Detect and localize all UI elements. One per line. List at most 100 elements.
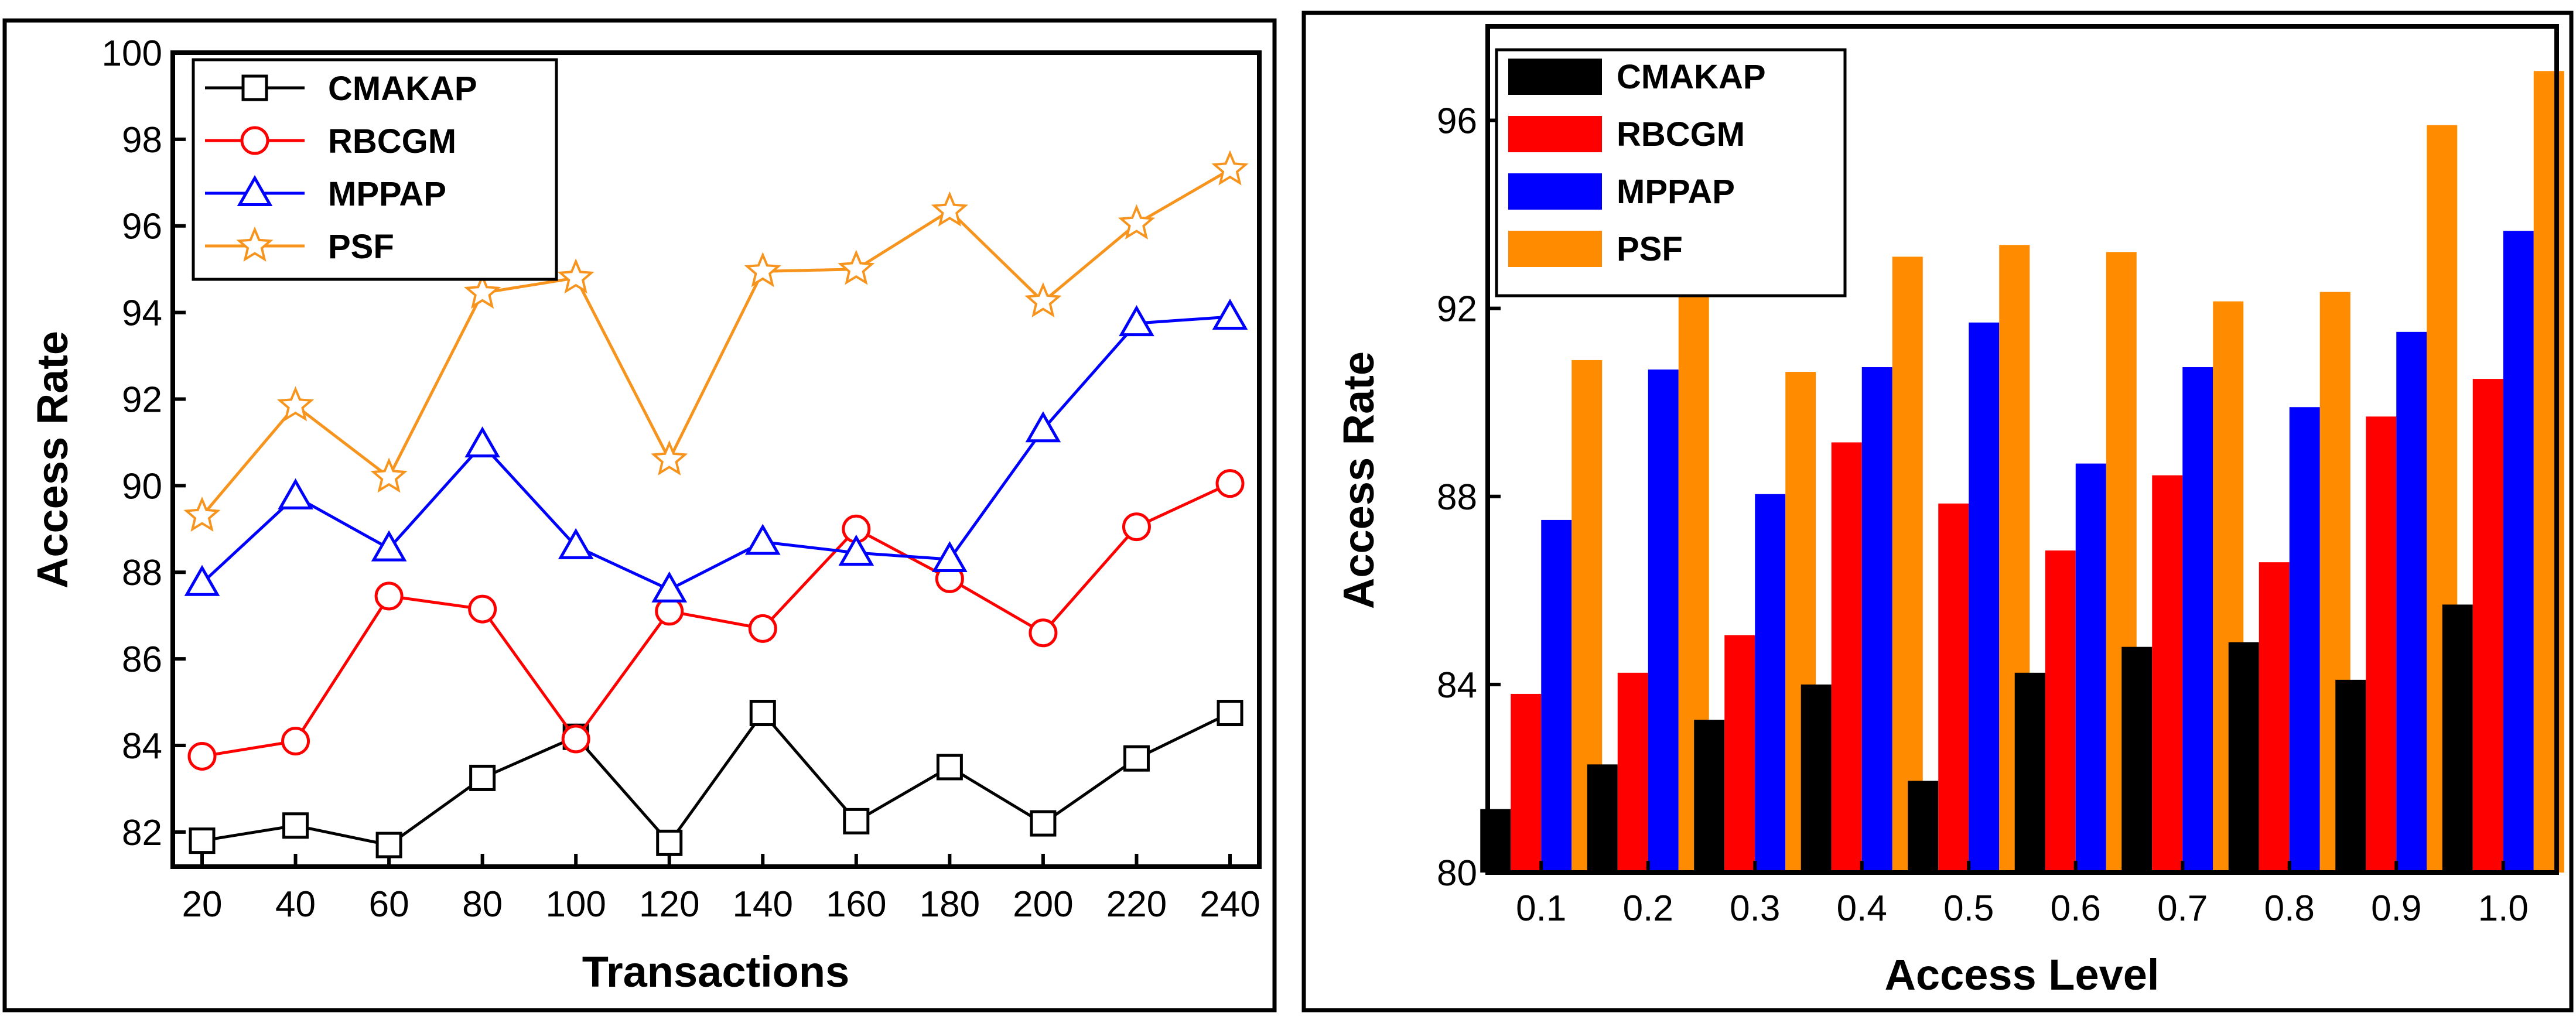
bar-cmakap [2335,679,2366,873]
line-chart-y-tick-label: 98 [122,120,162,160]
point-mppap [932,541,968,573]
line-chart-y-tick-label: 82 [122,813,162,853]
bar-chart-y-tick-label: 84 [1437,665,1477,706]
bar-rbcgm [2045,550,2076,873]
point-psf [1024,282,1062,318]
line-chart-x-tick-label: 40 [275,884,316,925]
bar-chart-x-tick-label: 0.5 [1943,888,1994,929]
bar-mppap [1755,494,1786,873]
bar-chart-x-tick-label: 0.7 [2157,888,2208,929]
line-chart-x-tick-label: 80 [462,884,503,925]
line-series-mppap [201,315,1231,591]
point-mppap [558,528,594,559]
bar-psf [1892,256,1923,873]
bar-rbcgm [2472,379,2503,873]
point-rbcgm [561,724,590,754]
line-chart-y-tick-label: 92 [122,379,162,420]
point-psf [838,249,875,285]
point-psf [183,496,221,532]
point-mppap [1025,411,1061,443]
line-chart-x-tick-label: 220 [1106,884,1167,925]
legend-label-rbcgm: RBCGM [328,122,456,160]
bar-rbcgm [2152,475,2183,873]
point-psf [744,252,781,288]
line-chart-y-tick-label: 96 [122,207,162,247]
line-chart-y-tick-label: 90 [122,466,162,507]
point-cmakap [749,700,776,727]
bar-mppap [1541,519,1572,873]
bar-chart-x-tick-label: 0.9 [2371,888,2421,929]
bar-chart-y-axis-title: Access Rate [1334,351,1383,609]
bar-cmakap [2442,604,2473,873]
bar-chart-x-tick-label: 0.1 [1516,888,1566,929]
point-cmakap [189,827,216,854]
line-chart-y-tick-label: 100 [102,33,162,74]
bar-cmakap [1908,781,1939,873]
line-chart-y-tick-label: 84 [122,726,162,767]
bar-chart-bars [1480,71,2564,873]
bar-mppap [1648,370,1679,873]
point-psf [1118,204,1156,240]
point-cmakap [936,754,963,781]
point-psf [276,386,315,422]
bar-cmakap [1587,764,1618,873]
point-mppap [1212,298,1248,330]
bar-chart-plot-area [1485,24,2559,875]
bar-cmakap [2228,642,2259,873]
point-cmakap [375,832,402,858]
point-mppap [464,426,500,458]
point-cmakap [656,829,683,856]
bar-chart-y-tick-label: 80 [1437,853,1477,894]
bar-mppap [1969,322,2000,873]
point-mppap [278,478,313,509]
legend-label-psf: PSF [1617,230,1683,268]
line-series-cmakap [201,710,1231,847]
bar-chart-legend: CMAKAP RBCGM MPPAP PSF [1495,48,1847,297]
bar-mppap [2503,231,2534,873]
line-chart-y-tick-label: 88 [122,553,162,593]
line-chart-x-axis-title: Transactions [582,947,850,996]
bar-mppap [2289,407,2320,873]
bar-chart-x-tick-label: 0.6 [2051,888,2101,929]
bar-mppap [2396,331,2427,873]
legend-label-rbcgm: RBCGM [1617,115,1745,153]
line-chart-plot-area [170,50,1262,869]
bar-cmakap [1694,720,1725,873]
point-rbcgm [748,614,777,643]
point-cmakap [843,808,870,834]
point-mppap [744,524,781,555]
line-chart-ticks: 82 84 86 88 90 92 94 96 98 100 20 40 60 80 100 120 140 16… [102,33,1260,925]
point-psf [931,191,968,227]
point-rbcgm [374,581,404,611]
bar-cmakap [2121,646,2153,873]
legend-swatch-rbcgm [1508,116,1602,152]
line-chart-x-tick-label: 200 [1013,884,1073,925]
bar-rbcgm [1724,635,1755,873]
line-chart-y-axis-title: Access Rate [28,331,77,589]
bar-mppap [2075,463,2106,873]
bar-chart-y-tick-label: 88 [1437,477,1477,518]
line-chart-x-tick-label: 20 [182,884,223,925]
bar-rbcgm [1938,503,1969,873]
point-cmakap [282,812,309,839]
point-psf [1211,150,1249,186]
bar-rbcgm [2366,416,2397,873]
legend-label-cmakap: CMAKAP [1617,58,1766,96]
line-chart-x-tick-label: 100 [545,884,606,925]
line-chart-x-tick-label: 120 [639,884,699,925]
point-psf [651,440,688,475]
line-chart-y-tick-label: 86 [122,639,162,680]
point-rbcgm [1215,469,1245,498]
point-rbcgm [1029,618,1058,648]
line-chart-legend: CMAKAP RBCGM MPPAP PSF [192,58,558,281]
bar-chart: 80 84 88 92 96 0.1 0.2 0.3 0.4 0.5 0.6 0.7 0.8 0.9 1.0… [1334,24,2564,999]
legend-swatch-psf [1508,231,1602,267]
bar-psf [2533,71,2564,873]
legend-marker-cmakap [241,74,268,101]
point-cmakap [1217,700,1243,727]
point-psf [370,457,408,493]
bar-chart-x-axis-title: Access Level [1884,950,2159,999]
point-mppap [1119,305,1154,337]
point-cmakap [469,764,496,791]
